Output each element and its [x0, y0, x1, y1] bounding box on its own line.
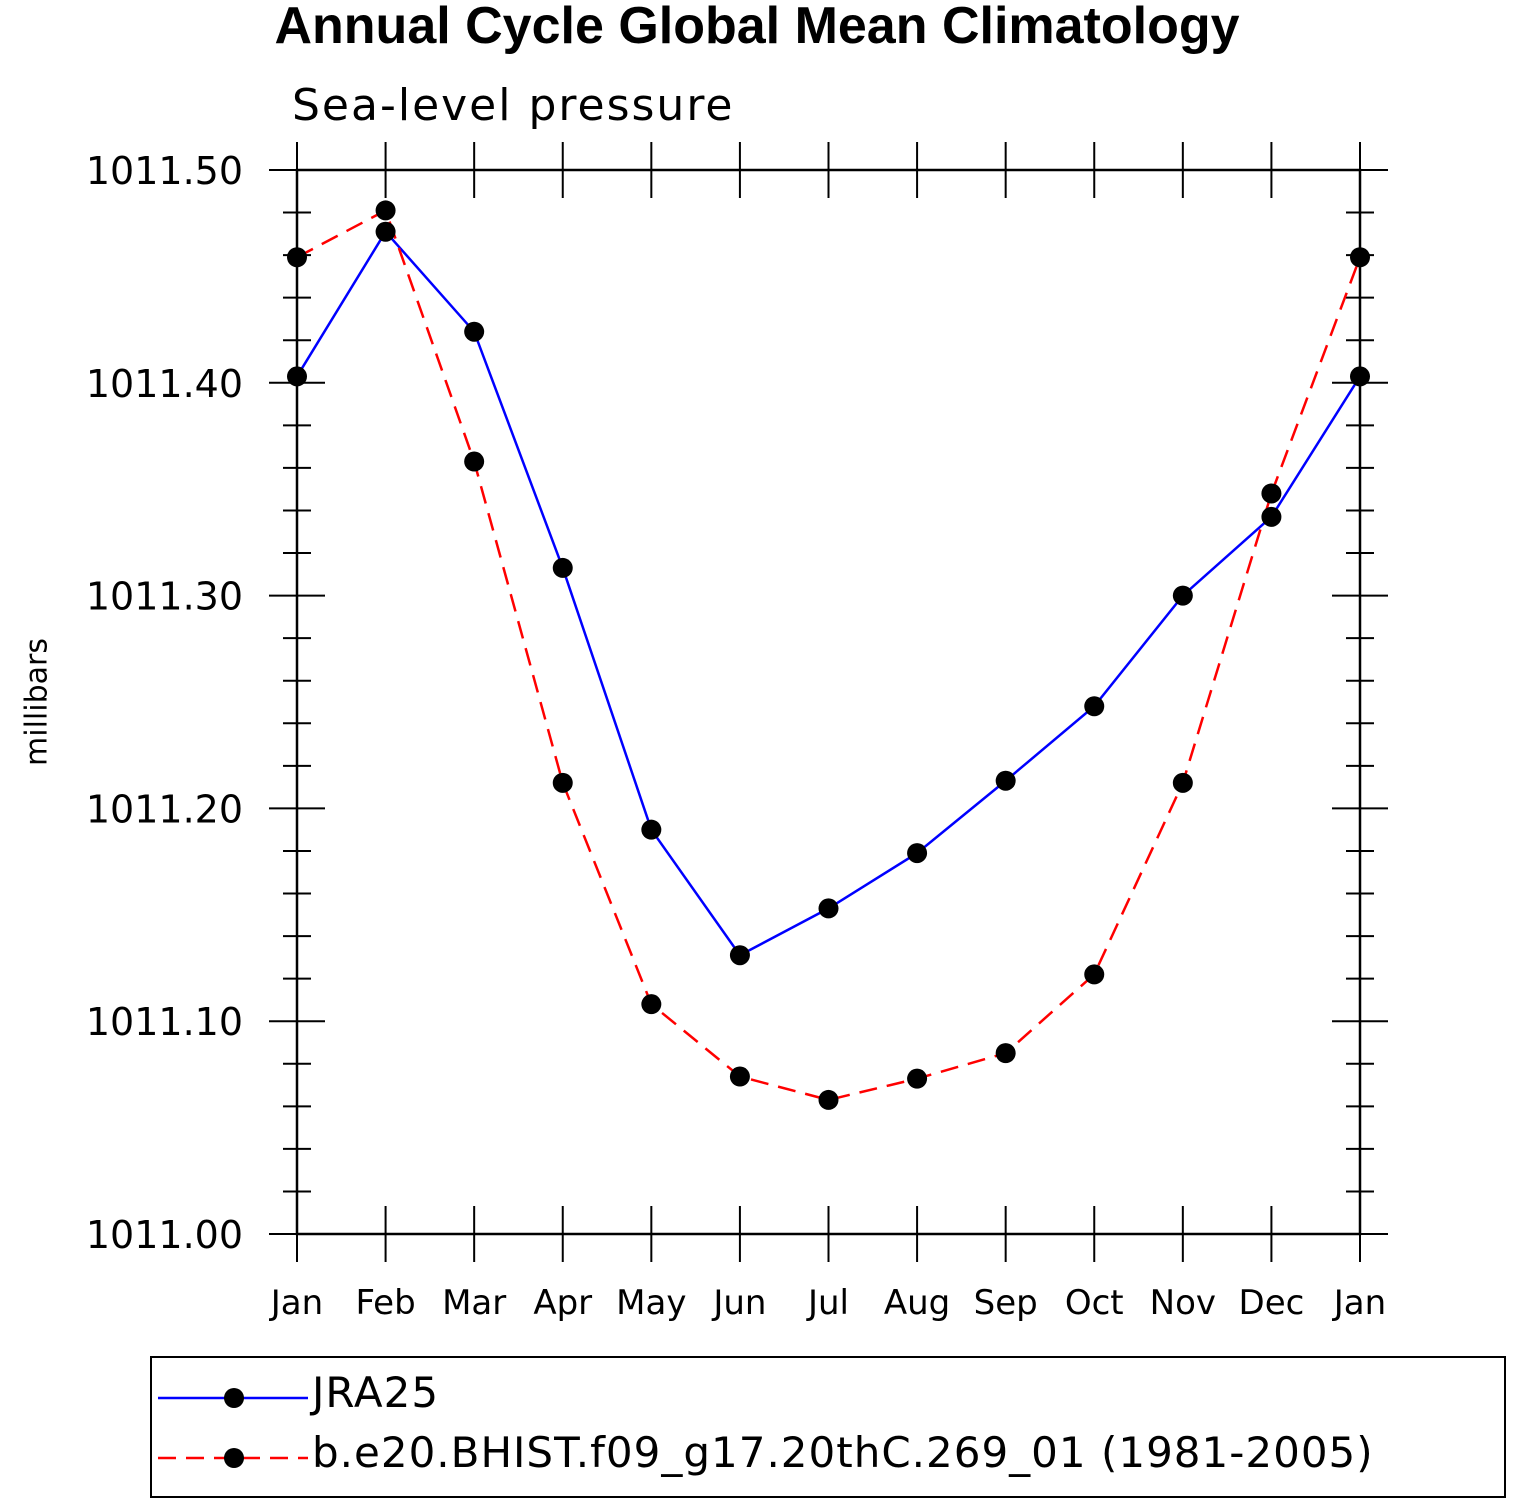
data-point-series-0 — [995, 770, 1016, 791]
y-tick-label: 1011.00 — [86, 1213, 243, 1257]
x-tick-label: Oct — [1065, 1283, 1124, 1323]
series-line-1 — [296, 208, 1362, 1102]
data-point-series-1 — [729, 1066, 750, 1087]
y-tick-label: 1011.40 — [86, 362, 243, 406]
x-tick-label: Aug — [884, 1283, 950, 1323]
chart-title: Annual Cycle Global Mean Climatology — [274, 0, 1240, 55]
y-tick-label: 1011.20 — [86, 787, 243, 831]
data-point-series-0 — [818, 898, 839, 919]
data-point-series-0 — [1261, 506, 1282, 527]
data-point-series-0 — [1350, 366, 1370, 387]
legend: JRA25 b.e20.BHIST.f09_g17.20thC.269_01 (… — [150, 1356, 1506, 1498]
data-point-series-1 — [1261, 483, 1282, 504]
series-lines — [295, 208, 1362, 1102]
data-point-series-0 — [641, 819, 662, 840]
data-point-series-0 — [729, 945, 750, 966]
data-point-series-1 — [995, 1043, 1016, 1064]
legend-label-jra25: JRA25 — [312, 1368, 440, 1417]
legend-item-model: b.e20.BHIST.f09_g17.20thC.269_01 (1981-2… — [152, 1424, 1504, 1484]
data-point-series-0 — [464, 321, 485, 342]
data-point-series-0 — [375, 221, 396, 242]
data-point-series-1 — [907, 1068, 928, 1089]
data-point-series-1 — [818, 1089, 839, 1110]
data-point-series-0 — [552, 557, 573, 578]
x-tick-label: May — [616, 1283, 686, 1323]
data-point-series-1 — [464, 451, 485, 472]
data-point-series-1 — [1172, 772, 1193, 793]
x-tick-label: Jun — [711, 1283, 766, 1323]
x-tick-label: Apr — [533, 1283, 592, 1323]
data-point-series-1 — [552, 772, 573, 793]
axes: 1011.00 1011.10 1011.20 1011.30 1011.40 1011.… — [86, 142, 1388, 1323]
data-point-series-0 — [907, 843, 928, 864]
x-tick-label: Mar — [442, 1283, 506, 1323]
x-tick-label: Dec — [1239, 1283, 1305, 1323]
legend-line-jra25 — [158, 1388, 308, 1408]
data-point-series-0 — [287, 366, 307, 387]
plot-area: 1011.00 1011.10 1011.20 1011.30 1011.40 1011.… — [86, 142, 1388, 1323]
data-point-series-1 — [641, 994, 662, 1015]
x-tick-label: Jan — [269, 1283, 323, 1323]
y-tick-label: 1011.10 — [86, 1000, 243, 1044]
y-tick-label: 1011.30 — [86, 575, 243, 619]
legend-line-model — [158, 1448, 308, 1468]
plot-frame — [295, 168, 1362, 1236]
data-point-series-1 — [1350, 247, 1370, 268]
x-tick-label: Jan — [1332, 1283, 1386, 1323]
chart-subtitle: Sea-level pressure — [292, 80, 735, 131]
data-point-series-1 — [1084, 964, 1105, 985]
legend-item-jra25: JRA25 — [152, 1364, 1504, 1424]
y-tick-label: 1011.50 — [86, 149, 243, 193]
data-point-series-0 — [1172, 585, 1193, 606]
data-point-series-0 — [1084, 696, 1105, 717]
x-tick-label: Jul — [806, 1283, 849, 1323]
x-tick-label: Sep — [974, 1283, 1038, 1323]
x-tick-label: Nov — [1150, 1283, 1216, 1323]
data-point-series-1 — [375, 200, 396, 221]
series-line-0 — [295, 229, 1362, 957]
data-point-series-1 — [287, 247, 307, 268]
legend-label-model: b.e20.BHIST.f09_g17.20thC.269_01 (1981-2… — [312, 1428, 1374, 1477]
series-markers — [287, 200, 1370, 1110]
x-tick-label: Feb — [355, 1283, 415, 1323]
